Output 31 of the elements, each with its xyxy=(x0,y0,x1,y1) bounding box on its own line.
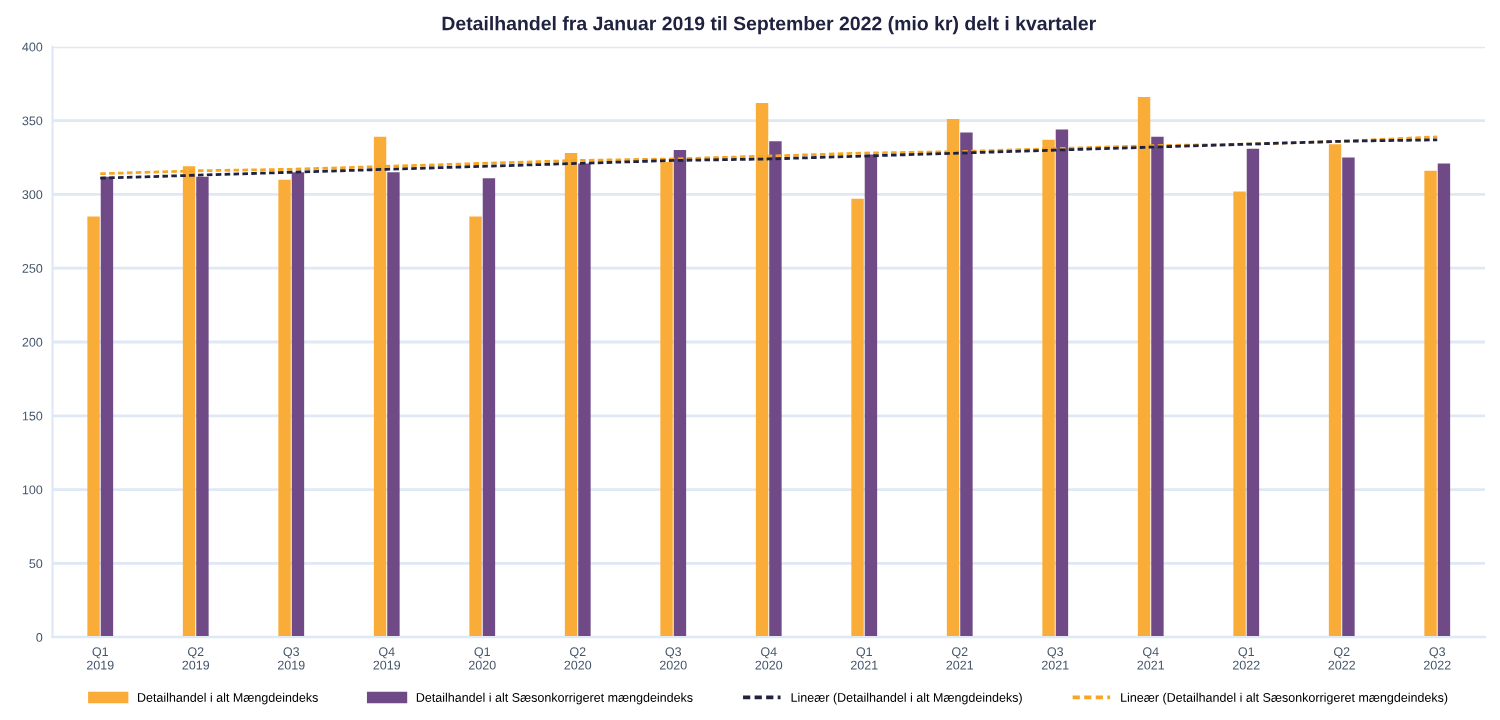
bar xyxy=(960,132,973,638)
bar xyxy=(946,119,960,638)
bar xyxy=(564,153,578,638)
bar xyxy=(660,161,673,638)
chart-title: Detailhandel fra Januar 2019 til September 2022 (mio kr) delt i kvartaler xyxy=(442,16,1096,35)
bar xyxy=(196,176,209,638)
bar xyxy=(182,166,196,638)
bar xyxy=(851,198,864,638)
bar xyxy=(469,216,482,638)
bar xyxy=(1233,191,1246,638)
bar xyxy=(291,172,305,638)
bar xyxy=(755,102,769,638)
bar xyxy=(1437,163,1451,638)
bar xyxy=(1151,136,1164,638)
bar xyxy=(1342,157,1355,638)
bar xyxy=(1246,148,1260,638)
bar xyxy=(1137,96,1151,638)
bar xyxy=(1424,170,1437,638)
bar xyxy=(1055,129,1069,638)
bar xyxy=(769,141,782,638)
bar xyxy=(864,154,878,638)
bar xyxy=(673,150,687,638)
bar xyxy=(387,172,400,638)
bar xyxy=(1042,139,1055,638)
bar xyxy=(278,179,291,638)
bar xyxy=(373,136,387,638)
bar xyxy=(1328,144,1342,638)
bar xyxy=(482,178,496,638)
bar xyxy=(100,176,114,638)
bar xyxy=(578,163,591,638)
bar xyxy=(87,216,100,638)
